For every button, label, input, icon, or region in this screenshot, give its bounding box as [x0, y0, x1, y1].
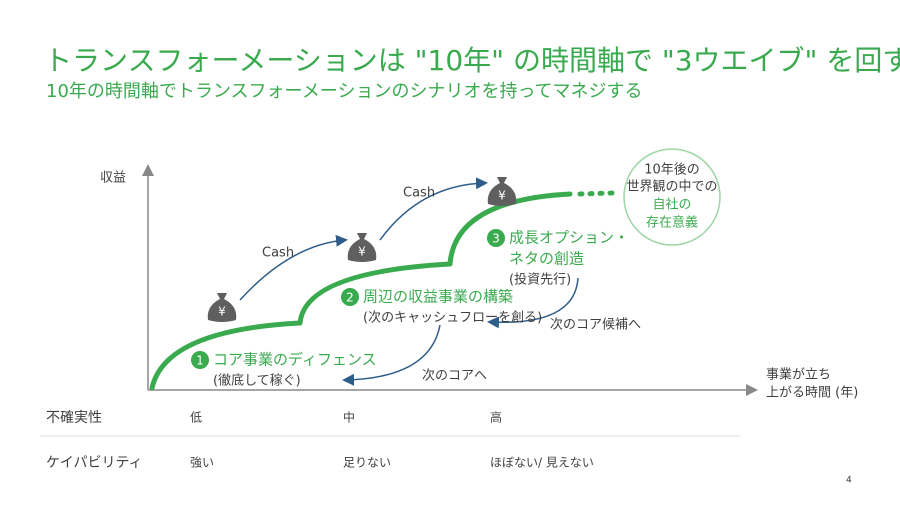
transition-arrow	[487, 277, 579, 329]
vision-text: 10年後の	[644, 163, 700, 178]
bag-symbol: ¥	[218, 305, 226, 319]
table-cell: ほぼない/ 見えない	[490, 456, 594, 470]
x-axis-label: 上がる時間 (年)	[766, 386, 858, 401]
vision: 10年後の 世界観の中での 自社の 存在意義	[626, 163, 717, 231]
transition-label: 次のコアへ	[422, 368, 487, 384]
table-cell: 低	[190, 411, 202, 425]
vision-highlight: 存在意義	[646, 215, 698, 231]
transition-label: 次のコア候補へ	[550, 317, 641, 333]
title: トランスフォーメーションは "10年" の時間軸で "3ウエイブ" を回す	[44, 44, 900, 77]
transition-arrow	[342, 324, 441, 386]
subtitle: 10年の時間軸でトランスフォーメーションのシナリオを持ってマネジする	[46, 81, 643, 102]
arrows	[239, 177, 579, 386]
wave-dots	[577, 190, 615, 197]
vision-highlight: 自社の	[652, 197, 691, 213]
wave-badge	[341, 288, 359, 306]
wave-note: (次のキャッシュフローを創る)	[363, 310, 542, 326]
wave-title: 周辺の収益事業の構築	[363, 288, 513, 306]
wave-badge	[191, 351, 209, 369]
table-row-label: 不確実性	[46, 410, 102, 426]
page-number: 4	[846, 476, 852, 486]
table-cell: 高	[490, 410, 502, 425]
table-cell: 中	[343, 410, 355, 425]
cash-label: Cash	[262, 246, 294, 261]
money-bag	[487, 177, 517, 206]
wave-note: (投資先行)	[509, 272, 571, 288]
wave-title: コア事業のディフェンス	[213, 351, 377, 369]
wave-number: 2	[346, 291, 354, 305]
x-axis-label: 事業が立ち	[766, 367, 831, 383]
table-row-label: ケイパビリティ	[46, 455, 143, 471]
money-bag	[207, 293, 237, 322]
y-axis-label: 収益	[100, 171, 126, 186]
wave-badge	[487, 229, 505, 247]
wave-title: 成長オプション・	[509, 229, 629, 247]
bag-symbol: ¥	[498, 189, 506, 203]
cash-arrow	[379, 177, 488, 241]
vision-text: 世界観の中での	[626, 180, 717, 195]
money-bag	[347, 233, 377, 262]
cash-label: Cash	[403, 186, 435, 201]
table-cell: 足りない	[343, 456, 391, 470]
wave-curve	[297, 261, 453, 326]
cash-arrow	[239, 234, 348, 301]
wave-number: 1	[196, 354, 204, 368]
wave-note: (徹底して稼ぐ)	[213, 373, 301, 389]
wave-curve	[149, 320, 303, 391]
waves	[149, 190, 615, 391]
wave-number: 3	[492, 232, 500, 246]
bag-symbol: ¥	[358, 245, 366, 259]
wave-curve	[447, 191, 573, 267]
wave-title: ネタの創造	[509, 250, 584, 268]
vision-circle	[623, 148, 721, 246]
table-cell: 強い	[190, 456, 214, 470]
